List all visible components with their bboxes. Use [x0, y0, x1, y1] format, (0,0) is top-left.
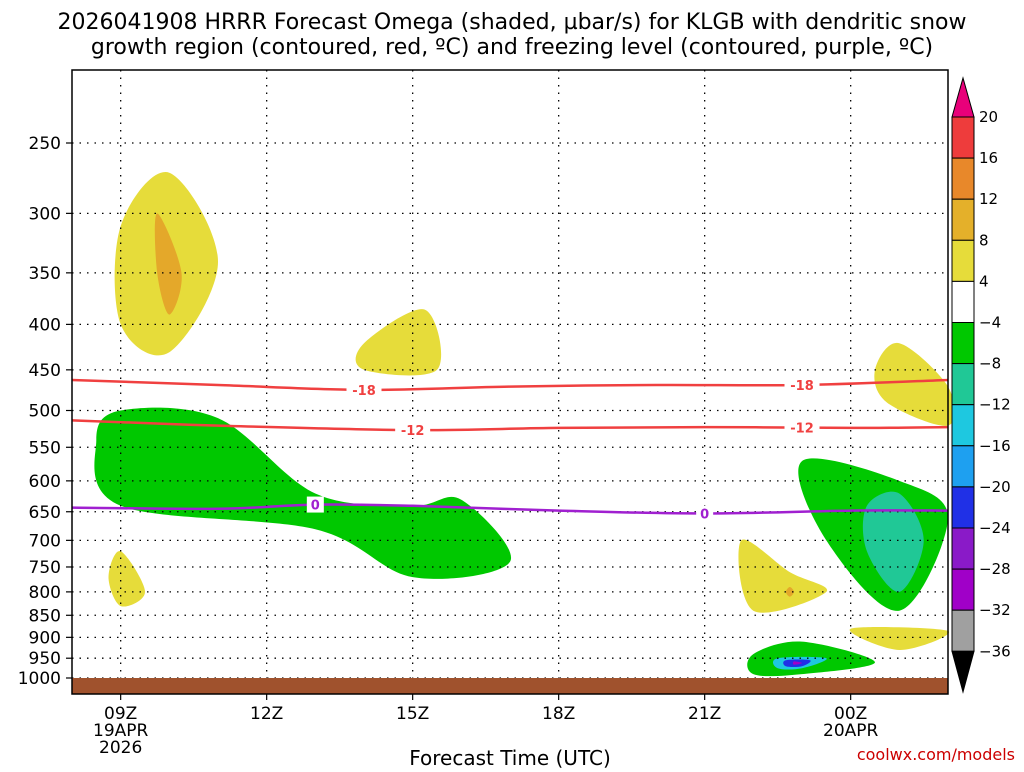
contour-line--12 [71, 419, 949, 432]
x-tick-label-00Z-1: 00Z [834, 704, 867, 724]
colorbar-label-16: 16 [979, 149, 998, 167]
colorbar-label--8: −8 [979, 355, 1001, 373]
y-tick-label-800: 800 [29, 583, 61, 603]
contour-label-bg--18 [346, 381, 382, 398]
colorbar-swatch-12 [951, 568, 975, 611]
colorbar-label--12: −12 [979, 396, 1011, 414]
colorbar-swatch-1 [951, 116, 975, 159]
y-tick-label-750: 750 [29, 558, 61, 578]
colorbar-swatch-5 [951, 280, 975, 323]
contour-label-bg-0 [696, 505, 714, 522]
contour-label--18-1: -18 [352, 384, 376, 399]
y-tick-label-500: 500 [29, 402, 61, 422]
x-tick-label-09Z-3: 2026 [99, 738, 142, 758]
x-tick-label-12Z-1: 12Z [250, 704, 283, 724]
contour-label-bg-0 [306, 496, 324, 513]
colorbar-swatch-4 [951, 239, 975, 282]
y-tick-label-550: 550 [29, 438, 61, 458]
colorbar-top-triangle [951, 76, 975, 118]
contour-line-0 [71, 503, 949, 515]
y-tick-label-450: 450 [29, 361, 61, 381]
ground-bar [72, 678, 948, 694]
colorbar-swatch-8 [951, 404, 975, 447]
x-axis-label: Forecast Time (UTC) [409, 746, 611, 768]
omega-region-upper-updraft-orange [154, 213, 182, 315]
credit-text: coolwx.com/models [857, 745, 1015, 764]
colorbar-label--24: −24 [979, 519, 1011, 537]
x-tick-label-21Z-1: 21Z [688, 704, 721, 724]
colorbar-label--4: −4 [979, 314, 1001, 332]
colorbar-label-12: 12 [979, 190, 998, 208]
contour-lines: -18 -18 -12 -12 0 0 [71, 376, 949, 523]
omega-region-low-orange-right [785, 587, 794, 597]
y-tick-label-400: 400 [29, 315, 61, 335]
omega-region-surface-purple [792, 661, 802, 665]
plot-frame [71, 69, 949, 695]
colorbar-swatch-10 [951, 486, 975, 529]
contour-label-bg--12 [395, 422, 431, 439]
y-tick-label-700: 700 [29, 531, 61, 551]
contour-label-bg--12 [784, 419, 820, 436]
y-tick-label-900: 900 [29, 628, 61, 648]
colorbar-label--20: −20 [979, 478, 1011, 496]
y-tick-label-300: 300 [29, 204, 61, 224]
x-tick-label-15Z-1: 15Z [396, 704, 429, 724]
colorbar-label--28: −28 [979, 560, 1011, 578]
y-tick-label-950: 950 [29, 649, 61, 669]
contour-label-0-2: 0 [700, 508, 709, 523]
contour-label--18-2: -18 [790, 379, 814, 394]
chart-title-line-1: 2026041908 HRRR Forecast Omega (shaded, … [57, 10, 966, 35]
x-tick-label-09Z-2: 19APR [93, 721, 149, 741]
colorbar-label--32: −32 [979, 601, 1011, 619]
x-tick-label-00Z-2: 20APR [823, 721, 879, 741]
omega-region-mid-yellow [355, 309, 442, 376]
contour-label--12-1: -12 [401, 424, 425, 439]
colorbar-label-8: 8 [979, 231, 989, 249]
colorbar-swatch-2 [951, 157, 975, 200]
colorbar-label--16: −16 [979, 437, 1011, 455]
y-tick-label-350: 350 [29, 264, 61, 284]
colorbar-label--36: −36 [979, 642, 1011, 660]
contour-label-bg--18 [784, 376, 820, 393]
omega-region-low-yellow-right [738, 539, 828, 613]
contour-label--12-2: -12 [790, 422, 814, 437]
omega-shading [94, 172, 955, 677]
colorbar-bottom-triangle [951, 650, 975, 694]
y-tick-label-600: 600 [29, 472, 61, 492]
omega-region-pbl-yellow [849, 627, 950, 651]
omega-region-right-teal [862, 491, 924, 592]
y-axis-ticks: 2503003504004505005506006507007508008509… [18, 134, 72, 689]
colorbar-legend: 20 16 12 8 4 −4 −8 −12 −16 −20 −24 −28 −32 −36 [951, 76, 1011, 694]
chart-title-line-2: growth region (contoured, red, ºC) and f… [91, 35, 933, 60]
colorbar-swatch-13 [951, 609, 975, 652]
colorbar-swatch-9 [951, 445, 975, 488]
colorbar-swatch-11 [951, 527, 975, 570]
y-tick-label-850: 850 [29, 606, 61, 626]
y-tick-label-1000: 1000 [18, 669, 61, 689]
colorbar-swatch-6 [951, 322, 975, 365]
omega-region-low-yellow-left [108, 550, 145, 607]
x-tick-label-18Z-1: 18Z [542, 704, 575, 724]
y-tick-label-250: 250 [29, 134, 61, 154]
omega-region-downdraft-green [94, 407, 512, 579]
y-tick-label-650: 650 [29, 503, 61, 523]
contour-label-0-1: 0 [311, 499, 320, 514]
colorbar-swatch-7 [951, 363, 975, 406]
omega-region-right-upper-yellow [874, 342, 955, 426]
colorbar-swatch-3 [951, 198, 975, 241]
colorbar-label-20: 20 [979, 108, 998, 126]
colorbar-label-4: 4 [979, 272, 989, 290]
x-tick-label-09Z-1: 09Z [104, 704, 137, 724]
